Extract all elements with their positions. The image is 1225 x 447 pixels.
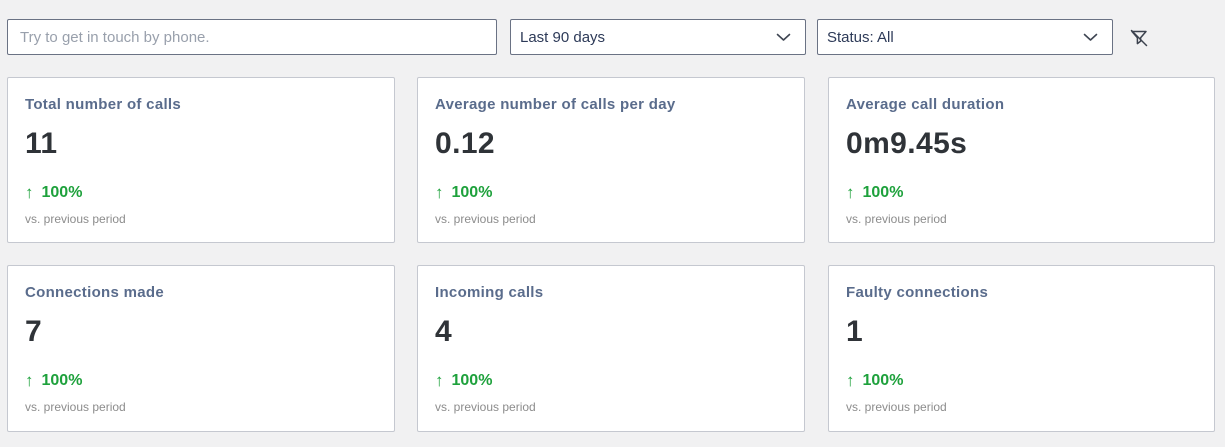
- stat-card-title: Average number of calls per day: [435, 96, 676, 113]
- stat-card-total-number-of-calls: Total number of calls 11 ↑ 100% vs. prev…: [7, 77, 395, 243]
- stat-card-trend: ↑ 100%: [435, 183, 788, 203]
- search-input[interactable]: [7, 19, 497, 55]
- stat-card-trend-value: 100%: [862, 372, 904, 389]
- arrow-up-icon: ↑: [435, 371, 444, 390]
- chevron-down-icon: [776, 33, 791, 42]
- period-dropdown[interactable]: Last 90 days: [510, 19, 806, 55]
- stat-card-connections-made: Connections made 7 ↑ 100% vs. previous p…: [7, 265, 395, 432]
- stat-card-value: 0m9.45s: [846, 127, 968, 160]
- stat-card-title: Incoming calls: [435, 284, 544, 301]
- clear-filters-button[interactable]: [1122, 23, 1156, 53]
- stat-card-title: Faulty connections: [846, 284, 989, 301]
- arrow-up-icon: ↑: [435, 183, 444, 202]
- stat-card-value: 11: [25, 127, 58, 160]
- stat-card-trend: ↑ 100%: [25, 183, 378, 203]
- stat-card-compare: vs. previous period: [435, 400, 536, 414]
- chevron-down-icon: [1083, 33, 1098, 42]
- arrow-up-icon: ↑: [846, 371, 855, 390]
- stat-card-compare: vs. previous period: [435, 212, 536, 226]
- stat-card-incoming-calls: Incoming calls 4 ↑ 100% vs. previous per…: [417, 265, 805, 432]
- stat-card-value: 1: [846, 315, 864, 348]
- stat-card-trend-value: 100%: [862, 184, 904, 201]
- stat-card-trend-value: 100%: [41, 372, 83, 389]
- stat-card-trend: ↑ 100%: [846, 371, 1198, 391]
- arrow-up-icon: ↑: [846, 183, 855, 202]
- stat-card-title: Total number of calls: [25, 96, 182, 113]
- filter-slash-icon: [1128, 27, 1150, 49]
- arrow-up-icon: ↑: [25, 183, 34, 202]
- stat-card-title: Average call duration: [846, 96, 1005, 113]
- stat-card-compare: vs. previous period: [846, 212, 947, 226]
- stat-card-trend-value: 100%: [451, 372, 493, 389]
- stat-card-trend: ↑ 100%: [25, 371, 378, 391]
- status-dropdown-value: Status: All: [827, 28, 894, 46]
- stat-card-trend-value: 100%: [41, 184, 83, 201]
- stat-card-average-calls-per-day: Average number of calls per day 0.12 ↑ 1…: [417, 77, 805, 243]
- status-dropdown[interactable]: Status: All: [817, 19, 1113, 55]
- stat-card-compare: vs. previous period: [25, 212, 126, 226]
- stat-card-value: 0.12: [435, 127, 495, 160]
- stat-card-compare: vs. previous period: [846, 400, 947, 414]
- stat-card-average-call-duration: Average call duration 0m9.45s ↑ 100% vs.…: [828, 77, 1215, 243]
- stat-card-value: 4: [435, 315, 453, 348]
- period-dropdown-value: Last 90 days: [520, 28, 606, 46]
- stat-card-faulty-connections: Faulty connections 1 ↑ 100% vs. previous…: [828, 265, 1215, 432]
- stat-card-trend: ↑ 100%: [846, 183, 1198, 203]
- stat-card-trend: ↑ 100%: [435, 371, 788, 391]
- arrow-up-icon: ↑: [25, 371, 34, 390]
- stat-card-value: 7: [25, 315, 43, 348]
- stat-card-title: Connections made: [25, 284, 164, 301]
- stat-card-trend-value: 100%: [451, 184, 493, 201]
- stat-card-compare: vs. previous period: [25, 400, 126, 414]
